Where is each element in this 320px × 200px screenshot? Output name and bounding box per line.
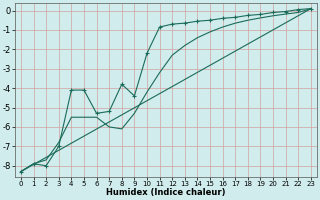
X-axis label: Humidex (Indice chaleur): Humidex (Indice chaleur) xyxy=(106,188,226,197)
